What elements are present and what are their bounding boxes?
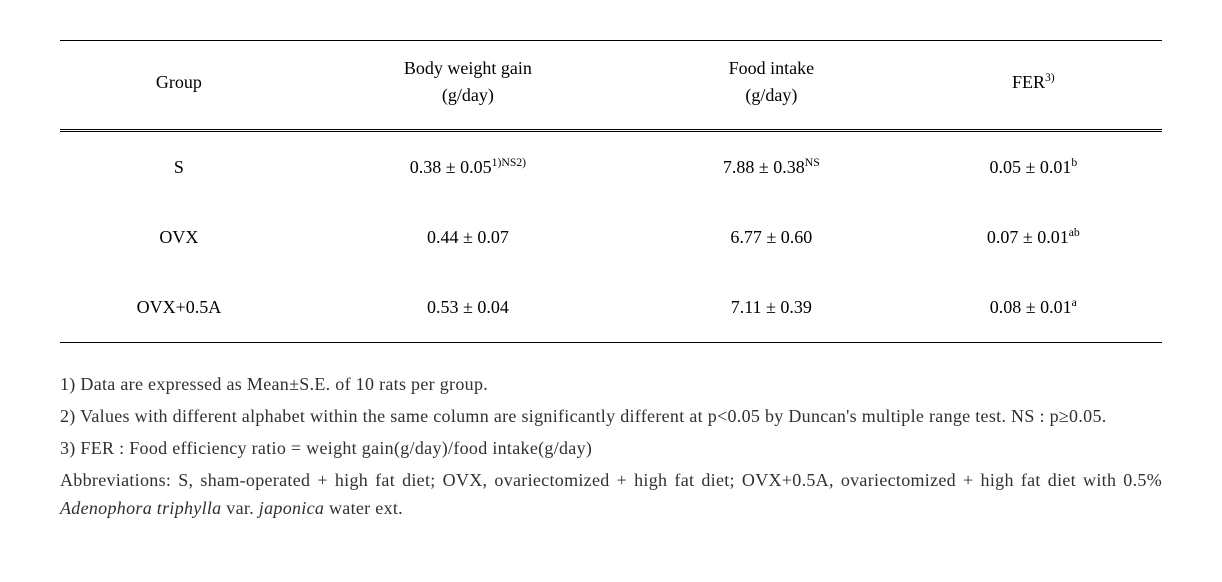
header-sup: 3) (1045, 71, 1055, 84)
header-label: (g/day) (745, 85, 797, 105)
header-label: Group (156, 72, 202, 92)
cell-fer: 0.05 ± 0.01b (905, 131, 1162, 203)
cell-fi: 6.77 ± 0.60 (638, 202, 905, 272)
cell-value: 6.77 ± 0.60 (730, 227, 812, 247)
cell-value: 7.88 ± 0.38 (723, 157, 805, 177)
header-row: Group Body weight gain (g/day) Food inta… (60, 41, 1162, 131)
cell-group: OVX (60, 202, 298, 272)
cell-fi: 7.88 ± 0.38NS (638, 131, 905, 203)
cell-value: 0.05 ± 0.01 (989, 157, 1071, 177)
cell-value: 0.38 ± 0.05 (410, 157, 492, 177)
cell-fer: 0.08 ± 0.01a (905, 272, 1162, 343)
cell-value: 0.08 ± 0.01 (990, 297, 1072, 317)
cell-bwg: 0.44 ± 0.07 (298, 202, 638, 272)
cell-value: 7.11 ± 0.39 (731, 297, 812, 317)
col-header-fer: FER3) (905, 41, 1162, 131)
col-header-group: Group (60, 41, 298, 131)
cell-group: S (60, 131, 298, 203)
footnote-abbrev: Abbreviations: S, sham-operated + high f… (60, 467, 1162, 523)
col-header-fi: Food intake (g/day) (638, 41, 905, 131)
col-header-bwg: Body weight gain (g/day) (298, 41, 638, 131)
header-label: FER (1012, 72, 1045, 92)
cell-bwg: 0.53 ± 0.04 (298, 272, 638, 343)
abbr-prefix: Abbreviations: S, sham-operated + high f… (60, 470, 1162, 490)
table-row: OVX 0.44 ± 0.07 6.77 ± 0.60 0.07 ± 0.01a… (60, 202, 1162, 272)
abbr-species: Adenophora triphylla (60, 498, 222, 518)
cell-value: 0.44 ± 0.07 (427, 227, 509, 247)
cell-bwg: 0.38 ± 0.051)NS2) (298, 131, 638, 203)
cell-sup: b (1071, 156, 1077, 169)
abbr-suffix: water ext. (324, 498, 403, 518)
header-label: Body weight gain (404, 58, 532, 78)
cell-value: 0.07 ± 0.01 (987, 227, 1069, 247)
cell-sup: NS (805, 156, 820, 169)
abbr-var: var. (222, 498, 259, 518)
header-label: Food intake (729, 58, 815, 78)
abbr-var-name: japonica (259, 498, 324, 518)
cell-fi: 7.11 ± 0.39 (638, 272, 905, 343)
header-label: (g/day) (442, 85, 494, 105)
data-table: Group Body weight gain (g/day) Food inta… (60, 40, 1162, 343)
cell-sup: a (1072, 296, 1077, 309)
footnotes-block: 1) Data are expressed as Mean±S.E. of 10… (60, 371, 1162, 522)
footnote-2: 2) Values with different alphabet within… (60, 403, 1162, 431)
footnote-1: 1) Data are expressed as Mean±S.E. of 10… (60, 371, 1162, 399)
cell-sup: ab (1069, 226, 1080, 239)
cell-group: OVX+0.5A (60, 272, 298, 343)
table-row: S 0.38 ± 0.051)NS2) 7.88 ± 0.38NS 0.05 ±… (60, 131, 1162, 203)
cell-value: 0.53 ± 0.04 (427, 297, 509, 317)
cell-fer: 0.07 ± 0.01ab (905, 202, 1162, 272)
cell-sup: 1)NS2) (492, 156, 526, 169)
footnote-3: 3) FER : Food efficiency ratio = weight … (60, 435, 1162, 463)
table-row: OVX+0.5A 0.53 ± 0.04 7.11 ± 0.39 0.08 ± … (60, 272, 1162, 343)
